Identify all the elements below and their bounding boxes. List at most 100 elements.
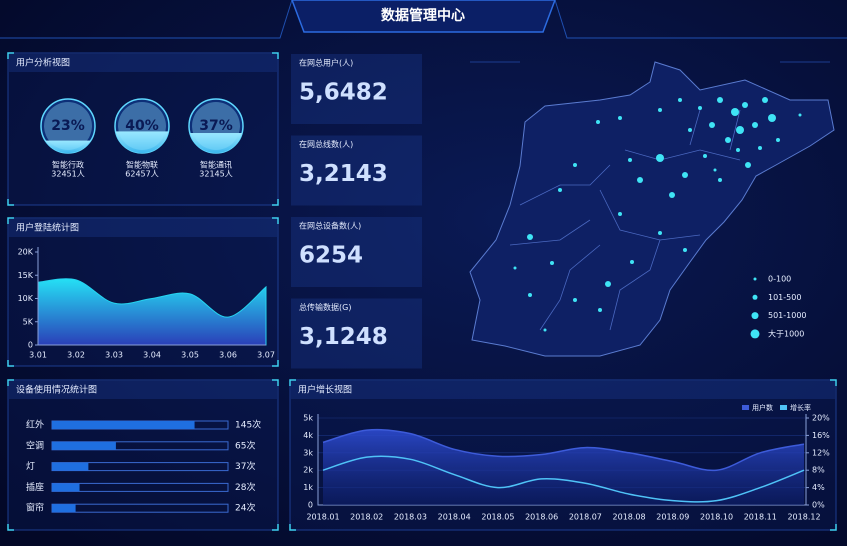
y-tick-label: 2k bbox=[303, 466, 313, 475]
panel-title: 用户登陆统计图 bbox=[16, 222, 79, 234]
stat-label: 总传输数据(G) bbox=[299, 302, 351, 312]
panel-header bbox=[9, 54, 277, 72]
stat-box bbox=[291, 135, 422, 206]
map-dot bbox=[682, 172, 688, 178]
x-tick-label: 3.07 bbox=[257, 351, 275, 360]
map-dot bbox=[768, 114, 776, 122]
x-tick-label: 2018.05 bbox=[481, 513, 514, 522]
map-dot bbox=[709, 122, 715, 128]
stat-label: 在网总用户(人) bbox=[299, 58, 353, 68]
map-dot bbox=[742, 102, 748, 108]
stat-box bbox=[291, 217, 422, 287]
x-tick-label: 2018.01 bbox=[306, 513, 339, 522]
y-tick-label: 0 bbox=[28, 341, 33, 350]
y-tick-label: 15K bbox=[18, 271, 34, 280]
value-label: 65次 bbox=[235, 439, 255, 451]
stat-value: 5,6482 bbox=[299, 80, 388, 106]
legend-label: 501-1000 bbox=[768, 311, 807, 320]
x-tick-label: 2018.11 bbox=[744, 513, 777, 522]
x-tick-label: 2018.07 bbox=[569, 513, 602, 522]
stat-value: 3,1248 bbox=[299, 324, 388, 350]
legend-label: 用户数 bbox=[752, 403, 773, 412]
map-dot bbox=[798, 113, 802, 117]
bubble-name: 智能行政 bbox=[52, 160, 84, 170]
bubble-count: 62457人 bbox=[125, 170, 158, 179]
map-dot bbox=[683, 248, 687, 252]
axes bbox=[37, 247, 266, 346]
map-dot bbox=[762, 97, 768, 103]
bubble-glow bbox=[118, 102, 166, 150]
page-title: 数据管理中心 bbox=[381, 7, 465, 24]
panel-title: 设备使用情况统计图 bbox=[16, 384, 97, 396]
x-tick-label: 2018.02 bbox=[350, 513, 383, 522]
panel-header bbox=[291, 381, 835, 399]
x-tick-label: 2018.03 bbox=[394, 513, 427, 522]
x-tick-label: 2018.04 bbox=[438, 513, 471, 522]
bar bbox=[52, 421, 195, 429]
category-label: 灯 bbox=[26, 461, 35, 472]
y2-tick-label: 20% bbox=[812, 414, 830, 423]
bubble-count: 32451人 bbox=[51, 170, 84, 179]
map-dot bbox=[736, 126, 744, 134]
map-dot bbox=[527, 234, 533, 240]
category-label: 红外 bbox=[26, 419, 44, 431]
area bbox=[37, 278, 267, 346]
map-dot bbox=[758, 146, 762, 150]
bar bbox=[52, 504, 76, 513]
map-dot bbox=[776, 138, 780, 142]
series-area bbox=[323, 429, 804, 505]
header-plate bbox=[291, 0, 556, 33]
panel-corner bbox=[289, 379, 837, 531]
map-dot bbox=[618, 212, 622, 216]
value-label: 24次 bbox=[235, 502, 255, 514]
stat-label: 在网总线数(人) bbox=[299, 139, 353, 149]
bubble-label: 23% bbox=[51, 118, 85, 134]
map-dot bbox=[703, 154, 707, 158]
category-label: 窗帘 bbox=[26, 502, 44, 514]
series-line bbox=[322, 455, 805, 503]
map-dot bbox=[745, 162, 751, 168]
stat-value: 6254 bbox=[299, 243, 363, 269]
bubble-name: 智能物联 bbox=[126, 160, 158, 170]
x-tick-label: 3.06 bbox=[219, 351, 237, 360]
x-tick-label: 3.01 bbox=[29, 351, 47, 360]
map-dot bbox=[596, 120, 600, 124]
map-dot bbox=[725, 137, 731, 143]
map-dot bbox=[678, 98, 682, 102]
bar bbox=[52, 462, 89, 471]
y-tick-label: 3k bbox=[303, 448, 313, 457]
legend-dot bbox=[751, 312, 759, 320]
x-tick-label: 3.05 bbox=[181, 351, 199, 360]
x-tick-label: 3.04 bbox=[143, 351, 161, 360]
map-shape bbox=[469, 61, 835, 357]
legend-dot bbox=[750, 329, 760, 339]
bubble-glow bbox=[192, 102, 240, 150]
map-dot bbox=[543, 328, 547, 332]
legend-label: 101-500 bbox=[768, 293, 801, 302]
bubble-fill bbox=[189, 133, 243, 153]
map-dot bbox=[698, 106, 702, 110]
y2-tick-label: 0% bbox=[812, 501, 825, 510]
series-line bbox=[322, 428, 805, 472]
stat-value: 3,2143 bbox=[299, 161, 388, 187]
category-label: 空调 bbox=[26, 439, 44, 451]
map-dot bbox=[713, 168, 717, 172]
bubble-fill bbox=[115, 131, 169, 153]
map-dot bbox=[618, 116, 622, 120]
y-tick-label: 10K bbox=[18, 294, 34, 303]
y-tick-label: 5k bbox=[303, 414, 313, 423]
category-label: 插座 bbox=[26, 481, 44, 493]
map-borders bbox=[509, 109, 741, 331]
bubble-label: 40% bbox=[125, 118, 159, 134]
panel-header bbox=[9, 219, 277, 237]
map-dot bbox=[630, 260, 634, 264]
map-dot bbox=[731, 108, 739, 116]
stat-box bbox=[291, 54, 422, 124]
panel-corner bbox=[7, 52, 279, 206]
x-tick-label: 2018.06 bbox=[525, 513, 558, 522]
panel-title: 用户增长视图 bbox=[298, 384, 352, 396]
stat-label: 在网总设备数(人) bbox=[299, 221, 361, 231]
y-tick-label: 4k bbox=[303, 431, 313, 440]
x-tick-label: 3.02 bbox=[67, 351, 85, 360]
